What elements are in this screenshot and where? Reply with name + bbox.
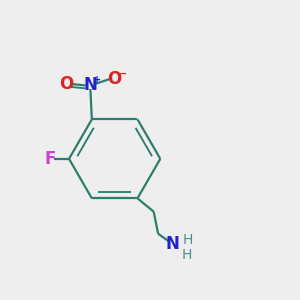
Text: N: N [166, 235, 180, 253]
Text: −: − [118, 69, 128, 79]
Text: +: + [93, 75, 101, 85]
Text: H: H [181, 248, 192, 262]
Text: N: N [83, 76, 97, 94]
Text: O: O [107, 70, 122, 88]
Text: O: O [59, 75, 74, 93]
Text: F: F [44, 150, 56, 168]
Text: H: H [182, 233, 193, 248]
